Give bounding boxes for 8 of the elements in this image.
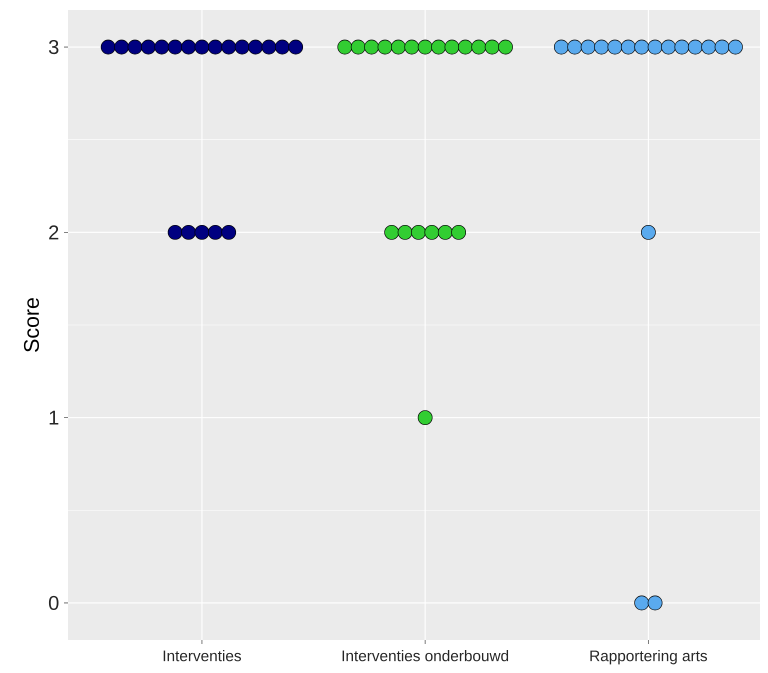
y-tick-label: 3 — [48, 40, 58, 54]
y-tick-label: 1 — [50, 410, 58, 425]
x-tick-label: Rapportering arts — [590, 650, 708, 664]
x-tick-label: Interventies onderbouwd — [342, 650, 508, 662]
y-axis-title: Score — [24, 298, 40, 352]
y-tick-label: 0 — [48, 596, 58, 610]
y-tick-label: 2 — [49, 225, 58, 240]
x-tick-label: Interventies — [164, 650, 242, 662]
